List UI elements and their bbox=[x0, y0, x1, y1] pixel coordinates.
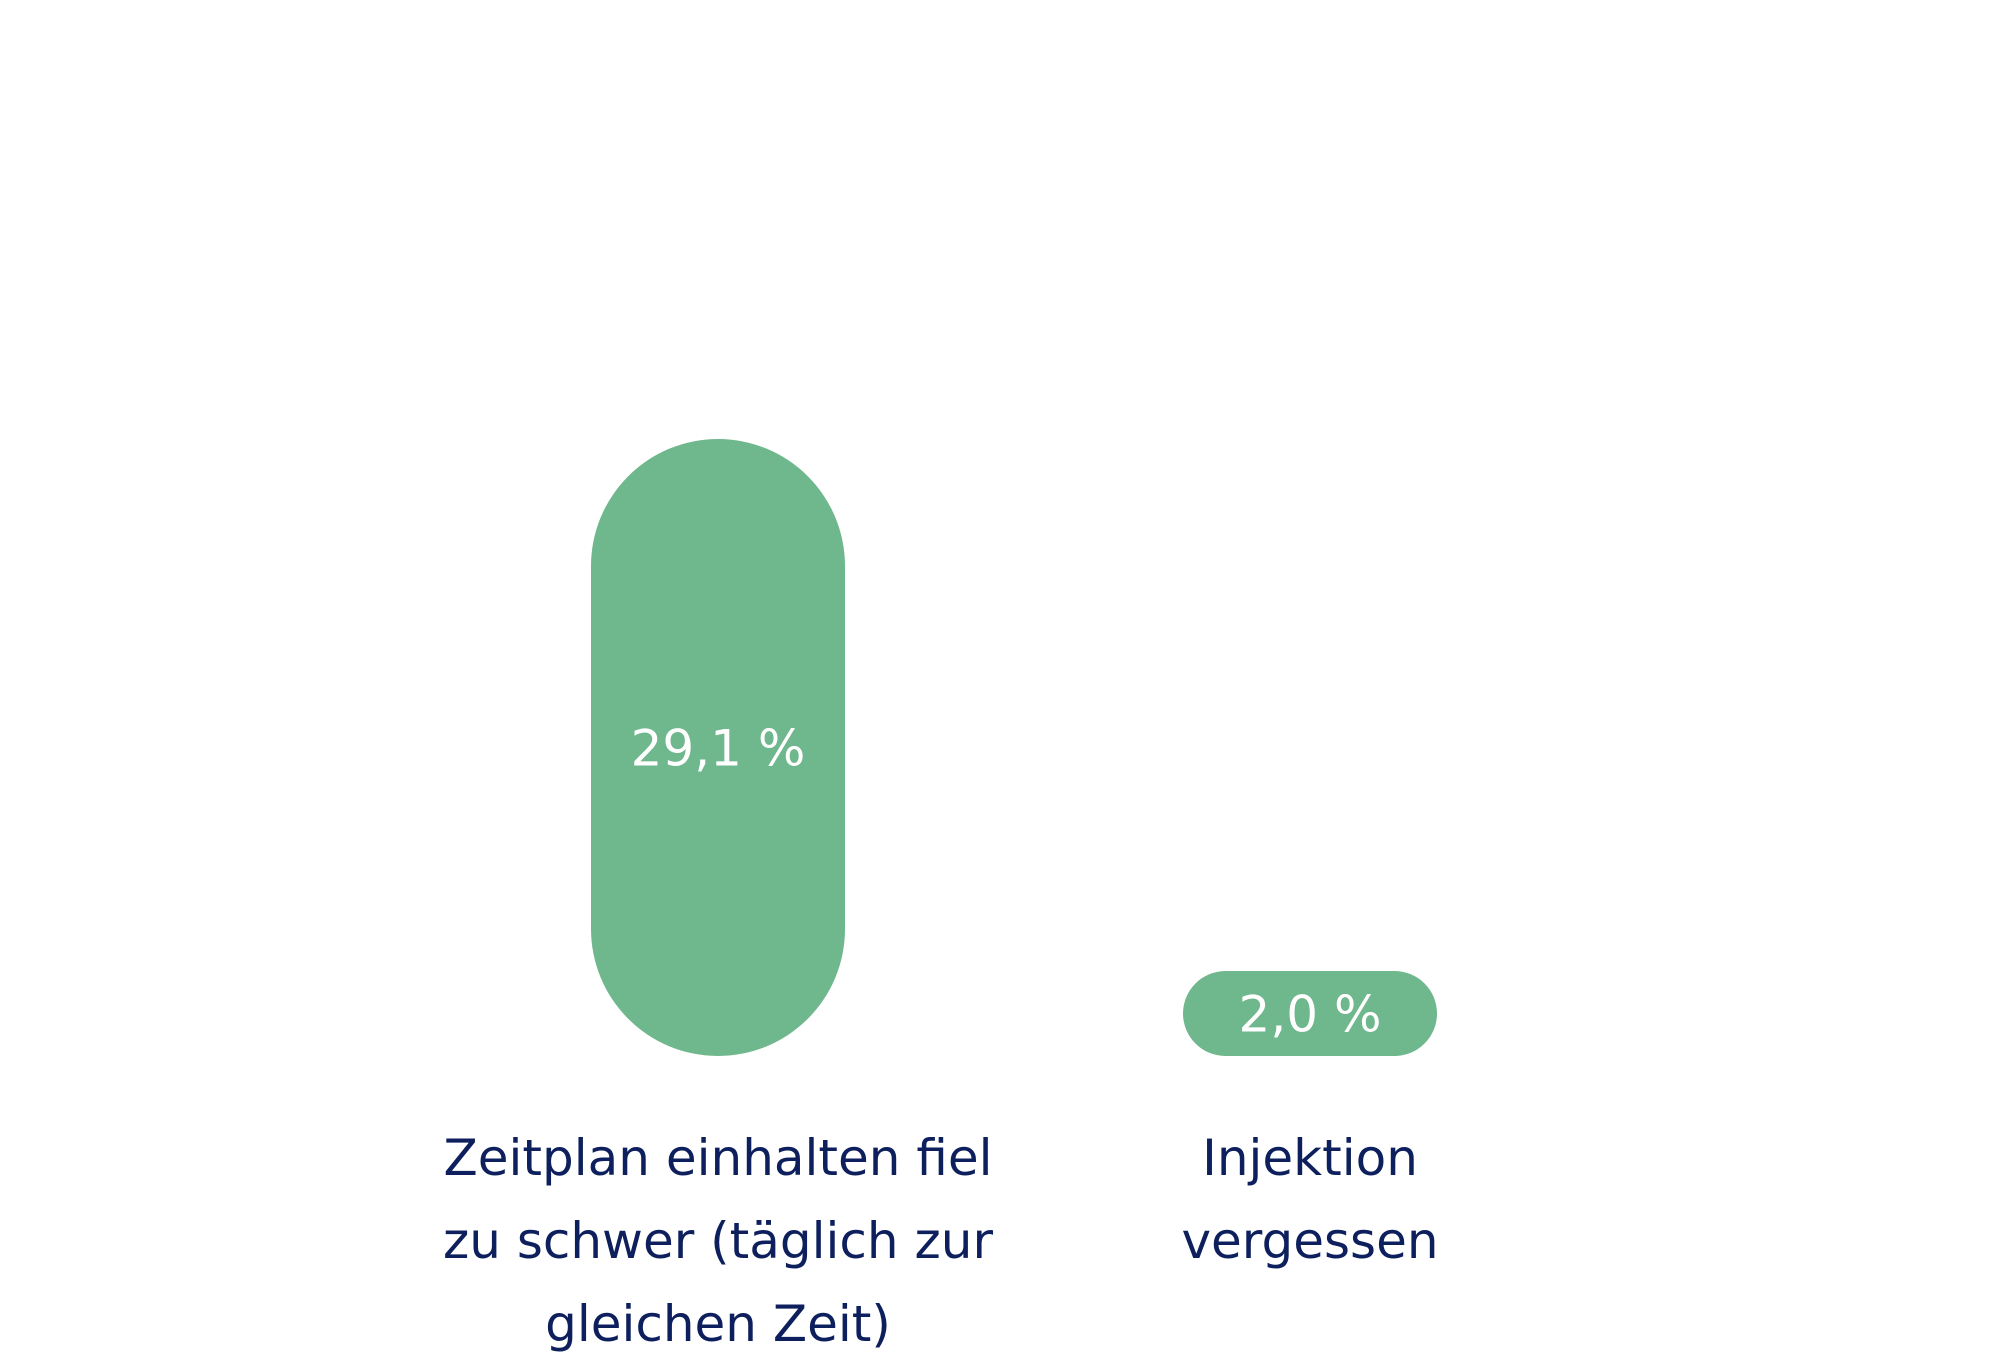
bar-value-label-2: 2,0 % bbox=[1239, 986, 1382, 1044]
category-label-1: Zeitplan einhalten fiel zu schwer (täglic… bbox=[443, 1129, 993, 1353]
bar-1 bbox=[591, 439, 845, 1056]
category-label-line: Injektion bbox=[1202, 1129, 1418, 1187]
category-label-line: Zeitplan einhalten fiel bbox=[443, 1129, 992, 1187]
category-label-2: Injektion vergessen bbox=[1181, 1129, 1438, 1270]
category-label-line: vergessen bbox=[1181, 1212, 1438, 1270]
bar-value-label-1: 29,1 % bbox=[631, 720, 806, 778]
category-label-line: gleichen Zeit) bbox=[545, 1295, 891, 1353]
category-label-line: zu schwer (täglich zur bbox=[443, 1212, 993, 1270]
bar-2 bbox=[1183, 971, 1437, 1056]
